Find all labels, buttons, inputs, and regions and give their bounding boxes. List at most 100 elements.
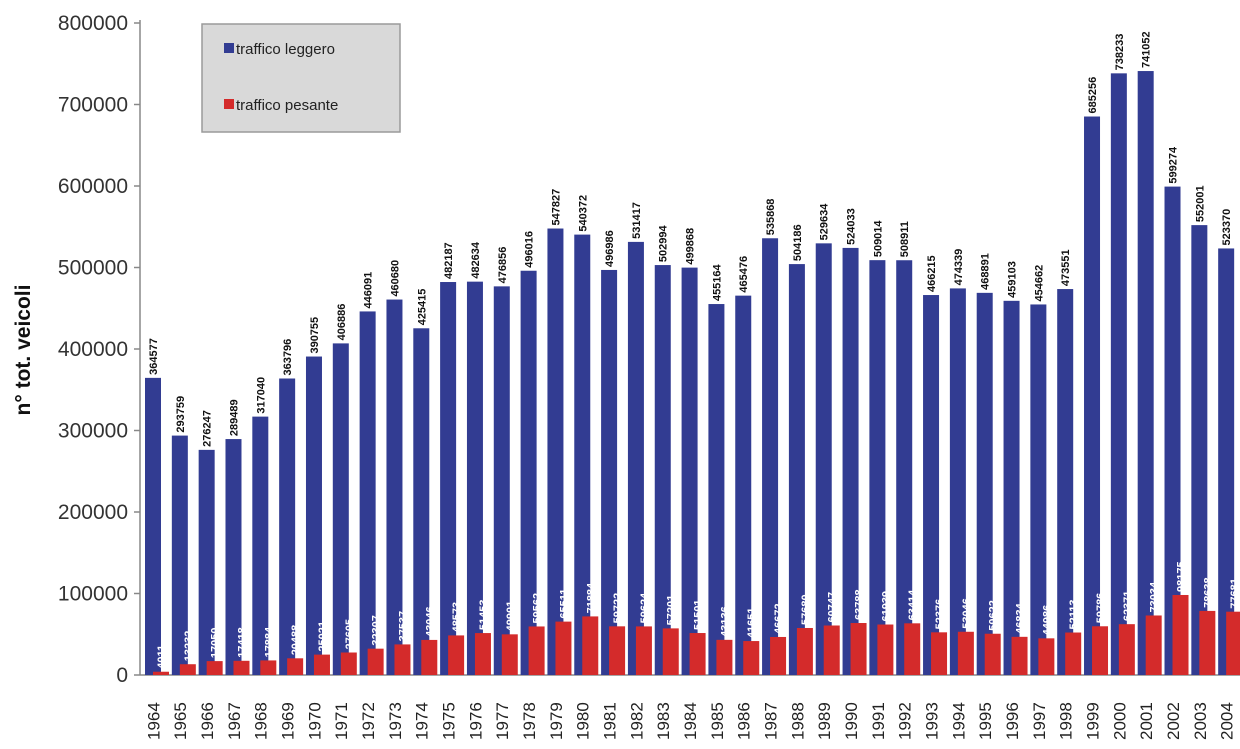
bar-traffico-leggero <box>601 269 618 675</box>
x-tick-label: 1985 <box>708 702 727 740</box>
bar-traffico-leggero <box>279 378 296 675</box>
bar-traffico-pesante <box>367 648 384 675</box>
bar-traffico-pesante <box>904 623 921 675</box>
data-label-traffico-pesante: 77681 <box>1229 578 1240 609</box>
bar-traffico-leggero <box>466 281 483 675</box>
bar-traffico-pesante <box>448 635 465 675</box>
x-tick-label: 1984 <box>681 702 700 740</box>
x-tick-label: 1983 <box>654 702 673 740</box>
x-tick-label: 1990 <box>842 702 861 740</box>
x-tick-label: 1973 <box>386 702 405 740</box>
x-tick-label: 1981 <box>601 702 620 740</box>
bar-traffico-pesante <box>850 623 867 675</box>
x-tick-label: 2002 <box>1164 702 1183 740</box>
bar-traffico-leggero <box>815 243 832 675</box>
data-label-traffico-leggero: 459103 <box>1007 261 1019 298</box>
x-tick-label: 1992 <box>896 702 915 740</box>
bar-traffico-leggero <box>386 299 403 675</box>
data-label-traffico-leggero: 289489 <box>228 399 240 436</box>
bar-traffico-leggero <box>869 260 886 675</box>
bar-traffico-leggero <box>735 295 752 675</box>
bar-traffico-leggero <box>413 328 430 675</box>
data-label-traffico-pesante: 17418 <box>236 627 248 658</box>
data-label-traffico-pesante: 59624 <box>639 592 651 623</box>
bar-traffico-pesante <box>260 660 277 675</box>
bar-traffico-leggero <box>708 304 725 675</box>
data-label-traffico-pesante: 17884 <box>263 626 275 657</box>
bar-traffico-pesante <box>823 625 840 675</box>
x-tick-label: 1995 <box>976 702 995 740</box>
x-tick-label: 1994 <box>949 702 968 740</box>
data-label-traffico-pesante: 17050 <box>210 628 222 659</box>
data-label-traffico-leggero: 390755 <box>309 317 321 354</box>
bar-traffico-leggero <box>305 356 322 675</box>
data-label-traffico-pesante: 53046 <box>961 598 973 629</box>
data-label-traffico-pesante: 52376 <box>934 599 946 630</box>
x-tick-label: 1986 <box>735 702 754 740</box>
bar-traffico-pesante <box>313 654 330 675</box>
bar-traffico-pesante <box>340 652 357 675</box>
x-tick-label: 2000 <box>1110 702 1129 740</box>
data-label-traffico-pesante: 13232 <box>183 631 195 662</box>
bar-traffico-pesante <box>635 626 652 675</box>
data-label-traffico-leggero: 473551 <box>1060 249 1072 286</box>
data-label-traffico-leggero: 738233 <box>1114 34 1126 71</box>
bar-traffico-leggero <box>1030 304 1047 675</box>
bar-traffico-pesante <box>1038 638 1055 675</box>
data-label-traffico-leggero: 499868 <box>685 228 697 265</box>
data-label-traffico-pesante: 63414 <box>907 589 919 620</box>
bar-traffico-pesante <box>421 639 438 675</box>
x-tick-label: 1971 <box>332 702 351 740</box>
data-label-traffico-leggero: 468891 <box>980 253 992 290</box>
data-label-traffico-pesante: 98175 <box>1176 561 1188 592</box>
data-label-traffico-pesante: 60747 <box>827 592 839 623</box>
bar-traffico-leggero <box>976 292 993 675</box>
x-tick-label: 1982 <box>627 702 646 740</box>
x-tick-label: 1978 <box>520 702 539 740</box>
y-tick-label: 700000 <box>58 94 128 117</box>
bar-traffico-pesante <box>1092 626 1109 675</box>
bar-traffico-pesante <box>743 641 760 675</box>
x-tick-label: 2004 <box>1218 702 1237 740</box>
data-label-traffico-pesante: 61939 <box>880 591 892 622</box>
data-label-traffico-leggero: 482634 <box>470 241 482 279</box>
data-label-traffico-pesante: 46834 <box>1015 602 1027 633</box>
x-tick-label: 1979 <box>547 702 566 740</box>
x-tick-label: 1989 <box>815 702 834 740</box>
bar-traffico-leggero <box>923 295 940 675</box>
x-tick-label: 1976 <box>466 702 485 740</box>
data-label-traffico-leggero: 293759 <box>175 396 187 433</box>
bar-traffico-pesante <box>931 632 948 675</box>
data-label-traffico-pesante: 32307 <box>371 615 383 646</box>
bar-traffico-leggero <box>574 234 591 676</box>
data-label-traffico-pesante: 46672 <box>773 603 785 634</box>
data-label-traffico-leggero: 502994 <box>658 224 670 262</box>
data-label-traffico-leggero: 466215 <box>926 255 938 292</box>
data-label-traffico-leggero: 508911 <box>899 221 911 257</box>
bar-traffico-leggero <box>520 270 537 675</box>
bar-traffico-leggero <box>225 439 242 675</box>
bar-traffico-pesante <box>474 633 491 675</box>
x-tick-label: 1988 <box>788 702 807 740</box>
data-label-traffico-leggero: 425415 <box>416 289 428 326</box>
x-tick-label: 1967 <box>225 702 244 740</box>
data-label-traffico-leggero: 547827 <box>550 189 562 226</box>
bar-traffico-pesante <box>179 664 196 675</box>
data-label-traffico-leggero: 535868 <box>765 199 777 236</box>
bar-traffico-leggero <box>198 449 215 675</box>
data-label-traffico-pesante: 63788 <box>854 589 866 620</box>
data-label-traffico-leggero: 599274 <box>1168 146 1180 184</box>
x-tick-label: 1999 <box>1083 702 1102 740</box>
data-label-traffico-leggero: 482187 <box>443 242 455 279</box>
data-label-traffico-pesante: 51501 <box>693 599 705 630</box>
data-label-traffico-pesante: 51453 <box>478 599 490 630</box>
bar-traffico-pesante <box>153 671 169 675</box>
bar-traffico-pesante <box>206 661 223 675</box>
legend-label-traffico-leggero: traffico leggero <box>236 41 335 58</box>
data-label-traffico-pesante: 4011 <box>156 645 168 669</box>
data-label-traffico-pesante: 57680 <box>800 594 812 625</box>
bar-traffico-pesante <box>233 660 250 675</box>
bar-traffico-pesante <box>609 626 626 675</box>
bar-traffico-leggero <box>493 286 510 675</box>
bar-traffico-leggero <box>145 377 161 675</box>
